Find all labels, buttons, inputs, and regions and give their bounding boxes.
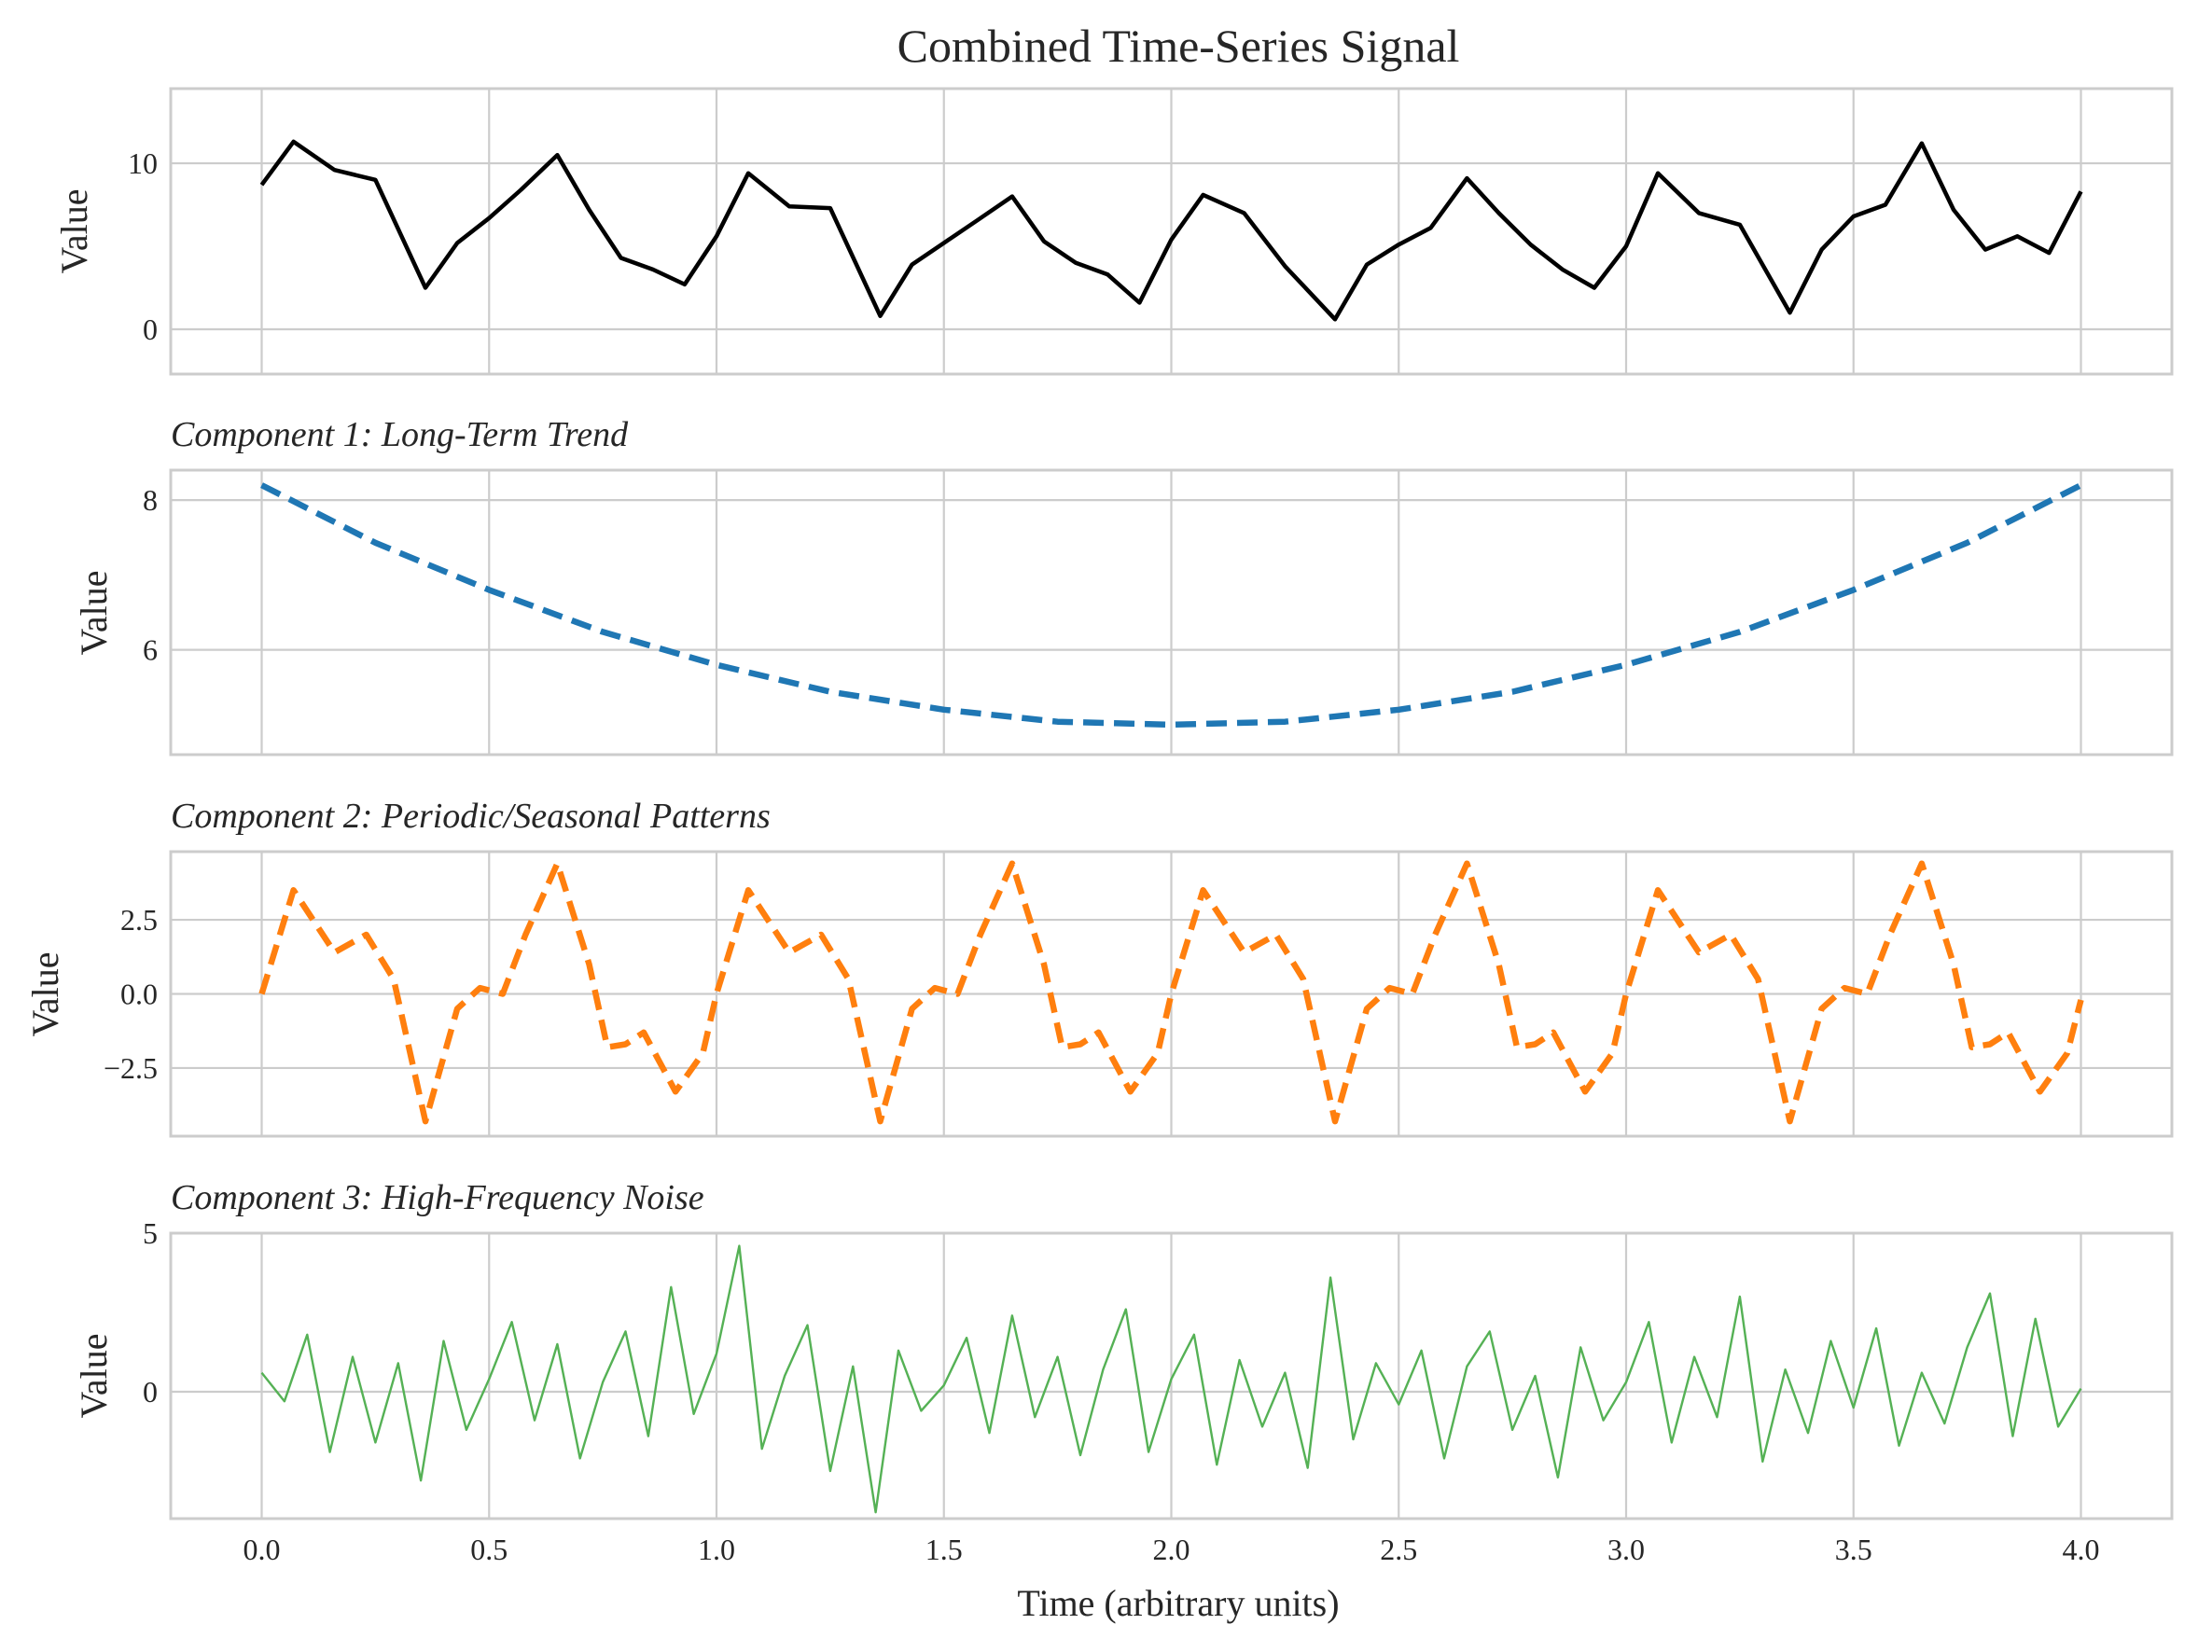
- x-tick-label: 1.0: [698, 1533, 735, 1566]
- y-tick-label: 8: [143, 483, 158, 517]
- panel-noise-grid: [171, 1231, 2172, 1519]
- x-tick-label: 4.0: [2063, 1533, 2100, 1566]
- y-tick-label: 10: [128, 146, 158, 180]
- panel-combined-grid: [171, 89, 2172, 374]
- x-tick-label: 3.0: [1607, 1533, 1645, 1566]
- panel-noise-subtitle: Component 3: High-Frequency Noise: [171, 1178, 704, 1217]
- panel-periodic-yticks: 2.5 0.0 −2.5: [104, 903, 158, 1085]
- y-tick-label: 2.5: [120, 903, 158, 937]
- panel-noise-ylabel: Value: [73, 1333, 115, 1418]
- panel-combined-series: [259, 139, 2083, 322]
- panel-combined-ylabel: Value: [53, 188, 95, 273]
- chart-title: Combined Time-Series Signal: [897, 20, 1460, 72]
- x-tick-label: 2.0: [1153, 1533, 1190, 1566]
- panel-periodic-ylabel: Value: [24, 951, 66, 1036]
- panel-trend-ylabel: Value: [73, 570, 115, 655]
- x-tick-label: 3.5: [1835, 1533, 1872, 1566]
- y-tick-label: 0.0: [120, 978, 158, 1011]
- y-tick-label: 5: [143, 1216, 158, 1250]
- x-tick-label: 1.5: [925, 1533, 963, 1566]
- panel-periodic-subtitle: Component 2: Periodic/Seasonal Patterns: [171, 797, 771, 836]
- panel-combined-yticks: 0 10: [128, 146, 158, 346]
- y-tick-label: 0: [143, 312, 158, 346]
- y-tick-label: 6: [143, 633, 158, 667]
- panel-periodic: Component 2: Periodic/Seasonal Patterns …: [24, 797, 2174, 1138]
- x-tick-label: 0.5: [470, 1533, 508, 1566]
- series-line-periodic: [258, 860, 2084, 1125]
- panel-combined: 0 10 Value: [53, 87, 2174, 376]
- panel-periodic-grid: [171, 852, 2172, 1136]
- panel-noise: Component 3: High-Frequency Noise 50 Val…: [73, 1178, 2174, 1520]
- panel-noise-yticks: 50: [143, 1216, 158, 1409]
- y-tick-label: −2.5: [104, 1051, 158, 1085]
- panel-periodic-series: [258, 860, 2084, 1125]
- panel-trend: Component 1: Long-Term Trend 68 Value: [73, 415, 2174, 757]
- series-line-combined: [259, 139, 2083, 322]
- x-axis-label: Time (arbitrary units): [1017, 1582, 1339, 1624]
- x-axis-ticks: 0.0 0.5 1.0 1.5 2.0 2.5 3.0 3.5 4.0: [243, 1533, 2100, 1566]
- x-tick-label: 0.0: [243, 1533, 281, 1566]
- panel-trend-subtitle: Component 1: Long-Term Trend: [171, 415, 629, 454]
- y-tick-label: 0: [143, 1375, 158, 1409]
- x-tick-label: 2.5: [1380, 1533, 1417, 1566]
- panel-trend-yticks: 68: [143, 483, 158, 667]
- series-line-noise: [260, 1244, 2082, 1514]
- panel-noise-series: [260, 1244, 2082, 1514]
